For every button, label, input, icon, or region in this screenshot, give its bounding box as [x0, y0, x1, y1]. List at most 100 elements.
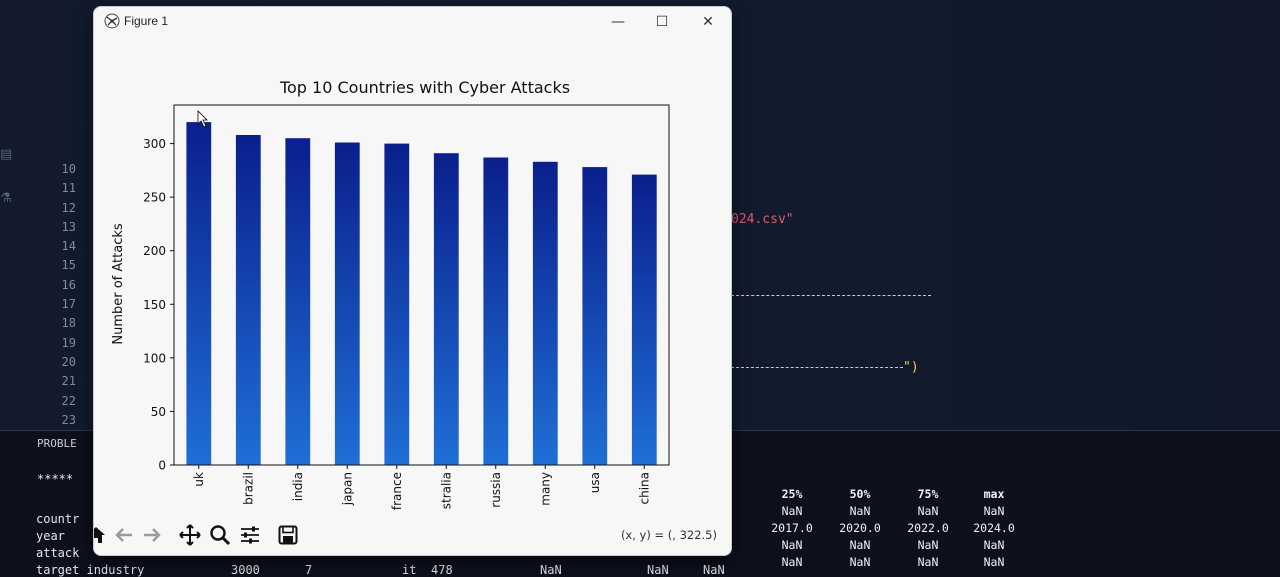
- explorer-icon[interactable]: ▤: [0, 147, 13, 162]
- x-tick-label: brazil: [241, 472, 255, 505]
- stats-value: NaN: [849, 504, 871, 518]
- line-number: 20: [61, 354, 76, 369]
- line-number: 14: [61, 239, 76, 254]
- bar-russia: [483, 157, 509, 465]
- figure-window[interactable]: Figure 1 — ☐ ✕ Top 10 Countries with Cyb…: [93, 6, 732, 556]
- stats-header: max: [983, 487, 1005, 501]
- maximize-button[interactable]: ☐: [655, 14, 669, 30]
- back-icon[interactable]: [112, 523, 136, 547]
- terminal-cell: NaN: [540, 563, 562, 577]
- x-tick-label: usa: [588, 472, 602, 493]
- bar-many: [532, 161, 558, 466]
- bar-china: [631, 174, 657, 465]
- pan-icon[interactable]: [178, 523, 202, 547]
- stats-value: NaN: [983, 555, 1005, 569]
- navigation-toolbar: [94, 517, 731, 553]
- stats-column-25: 25% NaN 2017.0 NaN NaN: [762, 486, 822, 571]
- y-tick-label: 200: [143, 244, 166, 258]
- stats-value: NaN: [983, 538, 1005, 552]
- stats-value: 2017.0: [771, 521, 813, 535]
- terminal-cell: 7: [305, 563, 313, 577]
- code-dashed-separator: [731, 367, 903, 368]
- stats-header: 50%: [849, 487, 871, 501]
- terminal-row-label: attack: [36, 546, 80, 560]
- stats-column-75: 75% NaN 2022.0 NaN NaN: [898, 486, 958, 571]
- y-axis-label: Number of Attacks: [111, 223, 126, 345]
- line-number: 11: [61, 181, 76, 196]
- y-tick-label: 250: [143, 191, 166, 205]
- bar-india: [285, 138, 311, 465]
- terminal-row-label: target industry: [36, 563, 145, 577]
- stats-value: NaN: [781, 555, 803, 569]
- line-number: 21: [61, 374, 76, 389]
- line-number: 15: [61, 258, 76, 273]
- terminal-cell: it: [402, 563, 417, 577]
- stats-header: 25%: [781, 487, 803, 501]
- window-title: Figure 1: [124, 14, 169, 28]
- stats-value: NaN: [917, 538, 939, 552]
- stats-value: 2022.0: [907, 521, 949, 535]
- stats-column-50: 50% NaN 2020.0 NaN NaN: [830, 486, 890, 571]
- x-tick-label: uk: [192, 472, 206, 487]
- code-paren-fragment: "): [903, 360, 919, 375]
- y-tick-label: 0: [158, 459, 166, 473]
- y-tick-label: 100: [143, 351, 166, 365]
- y-tick-label: 150: [143, 298, 166, 312]
- x-tick-label: france: [390, 472, 404, 510]
- stats-value: NaN: [781, 504, 803, 518]
- chart-title: Top 10 Countries with Cyber Attacks: [279, 78, 570, 97]
- panel-tab-problems[interactable]: PROBLE: [37, 437, 77, 450]
- terminal-cell: NaN: [703, 563, 725, 577]
- save-icon[interactable]: [276, 523, 300, 547]
- stats-value: 2020.0: [839, 521, 881, 535]
- terminal-row-label: year: [36, 529, 65, 543]
- stats-column-max: max NaN 2024.0 NaN NaN: [964, 486, 1024, 571]
- x-tick-label: china: [637, 472, 651, 505]
- code-dashed-separator: [731, 295, 931, 296]
- line-number-gutter: 10 11 12 13 14 15 16 17 18 19 20 21 22 23: [36, 160, 76, 430]
- stats-header: 75%: [917, 487, 939, 501]
- window-titlebar[interactable]: Figure 1 — ☐ ✕: [94, 7, 731, 37]
- stats-value: 2024.0: [973, 521, 1015, 535]
- zoom-icon[interactable]: [208, 523, 232, 547]
- close-button[interactable]: ✕: [702, 14, 714, 30]
- line-number: 19: [61, 335, 76, 350]
- plot-axes-frame: [173, 104, 670, 466]
- x-tick-label: many: [538, 472, 552, 506]
- line-number: 10: [61, 162, 76, 176]
- bar-brazil: [235, 135, 261, 465]
- stats-value: NaN: [983, 504, 1005, 518]
- bar-france: [384, 143, 410, 465]
- home-icon[interactable]: [93, 523, 108, 547]
- y-tick-label: 300: [143, 137, 166, 151]
- configure-icon[interactable]: [238, 523, 262, 547]
- y-tick-label: 50: [151, 405, 166, 419]
- stats-value: NaN: [849, 538, 871, 552]
- line-number: 18: [61, 316, 76, 331]
- bar-uk: [186, 122, 212, 465]
- line-number: 23: [61, 412, 76, 427]
- terminal-cell: 3000: [231, 563, 260, 577]
- stats-value: NaN: [849, 555, 871, 569]
- code-string-fragment: 024.csv": [731, 212, 794, 227]
- bar-chart[interactable]: Top 10 Countries with Cyber Attacks Numb…: [94, 7, 731, 517]
- test-icon[interactable]: ⚗: [0, 191, 12, 206]
- stats-value: NaN: [917, 555, 939, 569]
- terminal-cell: 478: [431, 563, 453, 577]
- bar-usa: [582, 167, 608, 465]
- line-number: 17: [61, 297, 76, 312]
- forward-icon[interactable]: [140, 523, 164, 547]
- line-number: 12: [61, 200, 76, 215]
- cursor-coordinates: (x, y) = (, 322.5): [620, 528, 717, 542]
- stats-value: NaN: [917, 504, 939, 518]
- minimize-button[interactable]: —: [611, 14, 625, 30]
- x-tick-label: japan: [340, 472, 354, 506]
- terminal-stars: *****: [37, 472, 74, 486]
- stats-value: NaN: [781, 538, 803, 552]
- line-number: 16: [61, 277, 76, 292]
- x-tick-label: stralia: [439, 472, 453, 509]
- x-tick-label: russia: [489, 472, 503, 508]
- matplotlib-app-icon: [104, 13, 120, 29]
- mouse-cursor-icon: [197, 110, 208, 128]
- line-number: 13: [61, 219, 76, 234]
